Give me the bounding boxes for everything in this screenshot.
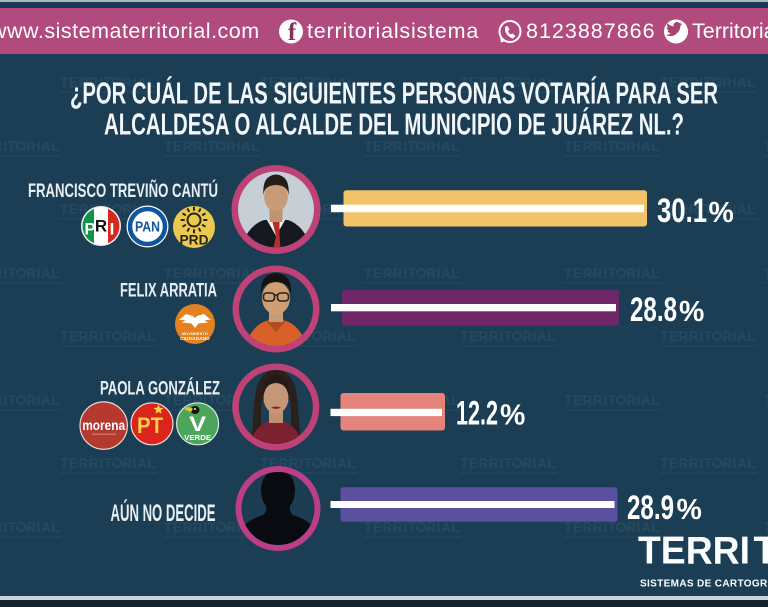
svg-text:R: R (95, 217, 107, 236)
svg-text:territorialsistema: territorialsistema (307, 19, 479, 43)
svg-text:MOVIMIENTO: MOVIMIENTO (182, 332, 208, 336)
svg-text:%: % (679, 296, 704, 328)
svg-text:28.9: 28.9 (627, 489, 674, 527)
svg-text:30.1: 30.1 (657, 192, 707, 230)
svg-text:PRD: PRD (180, 232, 209, 248)
svg-text:FELIX ARRATIA: FELIX ARRATIA (120, 281, 217, 302)
svg-text:PT: PT (137, 413, 164, 438)
svg-text:PAOLA GONZÁLEZ: PAOLA GONZÁLEZ (100, 378, 220, 400)
svg-text:P: P (84, 220, 95, 239)
svg-text:I: I (110, 220, 115, 239)
svg-text:8123887866: 8123887866 (526, 19, 656, 43)
svg-text:¿POR CUÁL DE LAS SIGUIENTES PE: ¿POR CUÁL DE LAS SIGUIENTES PERSONAS VOT… (70, 76, 718, 111)
svg-text:FRANCISCO TREVIÑO CANTÚ: FRANCISCO TREVIÑO CANTÚ (28, 180, 218, 202)
svg-text:PAN: PAN (135, 220, 160, 236)
svg-text:%: % (500, 400, 525, 432)
svg-text:f: f (288, 19, 297, 46)
svg-text:VERDE: VERDE (184, 433, 211, 442)
svg-text:ALCALDESA O ALCALDE DEL MUNICI: ALCALDESA O ALCALDE DEL MUNICIPIO DE JUÁ… (104, 107, 684, 142)
svg-text:%: % (677, 494, 702, 526)
svg-text:morena: morena (82, 418, 125, 433)
svg-text:CIUDADANO: CIUDADANO (180, 336, 210, 341)
svg-text:SISTEMAS DE CARTOGRAFÍA: SISTEMAS DE CARTOGRAFÍA (640, 577, 768, 590)
svg-text:www.sistematerritorial.com: www.sistematerritorial.com (0, 19, 260, 43)
svg-text:T: T (754, 530, 768, 573)
svg-text:%: % (709, 197, 734, 229)
svg-text:V: V (189, 413, 206, 436)
svg-text:AÚN NO DECIDE: AÚN NO DECIDE (111, 499, 216, 527)
svg-text:Territoria: Territoria (692, 19, 768, 43)
svg-text:28.8: 28.8 (630, 291, 677, 329)
svg-text:TERRI: TERRI (638, 530, 750, 573)
svg-text:12.2: 12.2 (456, 395, 498, 433)
